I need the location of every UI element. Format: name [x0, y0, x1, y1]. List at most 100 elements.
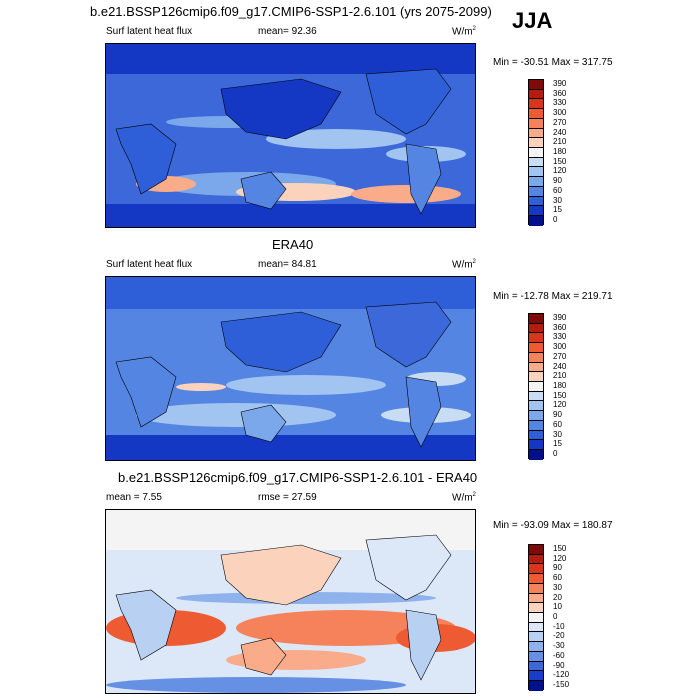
panel1-colorbar-tick-label: 30: [553, 195, 562, 205]
panel2-title: ERA40: [272, 237, 314, 252]
panel3-colorbar-box: [529, 681, 543, 691]
panel3-map-svg: [106, 510, 475, 693]
panel3-colorbar-box: [529, 545, 543, 555]
panel1-title: b.e21.BSSP126cmip6.f09_g17.CMIP6-SSP1-2.…: [90, 4, 492, 19]
panel2-colorbar-box: [529, 450, 543, 460]
panel1-units-base: W/m: [452, 26, 473, 38]
panel3-colorbar: [528, 544, 544, 691]
panel2-colorbar-box: [529, 411, 543, 421]
panel1-map: [105, 43, 476, 228]
panel1-colorbar-box: [529, 216, 543, 226]
panel2-colorbar-tick-label: 60: [553, 419, 562, 429]
panel2-colorbar-tick-label: 390: [553, 312, 567, 322]
panel1-variable: Surf latent heat flux: [106, 26, 193, 37]
panel3-colorbar-tick-label: 10: [553, 602, 562, 612]
panel1-colorbar-box: [529, 89, 543, 100]
panel2-colorbar-box: [529, 401, 543, 412]
panel3-colorbar-box: [529, 564, 543, 575]
panel1-colorbar-tick-label: 0: [553, 215, 558, 225]
panel2-colorbar-tick-label: 0: [553, 449, 558, 459]
panel1-colorbar-box: [529, 118, 543, 129]
panel1-colorbar-tick-label: 150: [553, 156, 567, 166]
panel2-colorbar-tick-label: 180: [553, 381, 567, 390]
panel3-colorbar-box: [529, 642, 543, 652]
panel1-colorbar-box: [529, 157, 543, 168]
panel1-colorbar-box: [529, 138, 543, 149]
panel3-colorbar-tick-label: -30: [553, 641, 565, 651]
panel3-colorbar-box: [529, 554, 543, 565]
panel1-colorbar-tick-label: 300: [553, 108, 567, 118]
panel1-colorbar-tick-label: 180: [553, 147, 567, 156]
panel2-units-base: W/m: [452, 259, 473, 271]
panel3-title: b.e21.BSSP126cmip6.f09_g17.CMIP6-SSP1-2.…: [118, 470, 478, 485]
panel1-colorbar-box: [529, 206, 543, 217]
panel1-colorbar-box: [529, 186, 543, 197]
panel1-colorbar-tick-label: 90: [553, 176, 562, 186]
panel1-colorbar-box: [529, 128, 543, 139]
panel1-colorbar-tick-label: 60: [553, 185, 562, 195]
panel1-colorbar-tick-label: 360: [553, 88, 567, 98]
panel1-mean: mean= 92.36: [258, 26, 317, 37]
panel2-map-svg: [106, 277, 475, 460]
panel3-colorbar-box: [529, 661, 543, 672]
panel3-units: W/m2: [452, 492, 476, 503]
panel2-colorbar-tick-label: 300: [553, 342, 567, 352]
panel3-colorbar-tick-label: 60: [553, 573, 562, 583]
panel2-colorbar-tick-label: 330: [553, 332, 567, 342]
panel2-colorbar-tick-label: 15: [553, 439, 562, 449]
panel1-colorbar-tick-label: 15: [553, 205, 562, 215]
panel3-colorbar-box: [529, 671, 543, 682]
panel1-colorbar-box: [529, 109, 543, 119]
panel3-colorbar-tick-label: -60: [553, 650, 565, 660]
panel2-map: [105, 276, 476, 461]
panel1-units-sup: 2: [472, 26, 476, 32]
panel3-colorbar-box: [529, 632, 543, 643]
panel3-colorbar-tick-label: 30: [553, 582, 562, 592]
panel3-colorbar-box: [529, 574, 543, 584]
panel1-colorbar-box: [529, 177, 543, 187]
panel2-colorbar-box: [529, 391, 543, 402]
panel3-units-base: W/m: [452, 492, 473, 504]
panel2-colorbar-box: [529, 362, 543, 373]
panel3-colorbar-box: [529, 583, 543, 594]
panel2-colorbar-box: [529, 343, 543, 353]
panel1-colorbar-box: [529, 80, 543, 90]
panel3-colorbar-box: [529, 622, 543, 633]
panel3-colorbar-tick-label: -20: [553, 631, 565, 641]
panel1-colorbar-tick-label: 120: [553, 166, 567, 176]
panel2-variable: Surf latent heat flux: [106, 259, 193, 270]
panel3-minmax: Min = -93.09 Max = 180.87: [493, 520, 613, 531]
panel1-colorbar-tick-label: 210: [553, 137, 567, 147]
panel3-colorbar-tick-label: 90: [553, 563, 562, 573]
panel3-colorbar-tick-label: 20: [553, 592, 562, 602]
panel3-colorbar-tick-label: -120: [553, 670, 570, 680]
panel3-units-sup: 2: [472, 492, 476, 498]
panel2-colorbar-tick-label: 210: [553, 371, 567, 381]
panel2-colorbar: [528, 313, 544, 460]
panel2-colorbar-tick-label: 30: [553, 429, 562, 439]
panel1-colorbar-tick-label: 390: [553, 78, 567, 88]
panel3-colorbar-tick-label: -90: [553, 660, 565, 670]
panel3-colorbar-tick-label: 0: [553, 612, 558, 621]
panel3-colorbar-box: [529, 651, 543, 662]
panel1-colorbar-tick-label: 240: [553, 127, 567, 137]
panel2-colorbar-tick-label: 120: [553, 400, 567, 410]
panel1-colorbar-tick-label: 270: [553, 117, 567, 127]
season-label: JJA: [512, 8, 553, 33]
panel3-colorbar-tick-label: 150: [553, 543, 567, 553]
panel1-units: W/m2: [452, 26, 476, 37]
panel2-colorbar-box: [529, 430, 543, 441]
panel3-colorbar-box: [529, 593, 543, 604]
panel2-minmax: Min = -12.78 Max = 219.71: [493, 291, 613, 302]
panel1-colorbar-tick-label: 330: [553, 98, 567, 108]
panel3-map: [105, 509, 476, 694]
panel1-minmax: Min = -30.51 Max = 317.75: [493, 57, 613, 68]
panel2-colorbar-box: [529, 382, 543, 392]
panel2-units-sup: 2: [472, 259, 476, 265]
panel1-colorbar-box: [529, 148, 543, 158]
panel1-colorbar-box: [529, 196, 543, 207]
panel3-colorbar-box: [529, 603, 543, 614]
panel2-units: W/m2: [452, 259, 476, 270]
panel2-colorbar-box: [529, 420, 543, 431]
panel3-colorbar-tick-label: -150: [553, 680, 570, 690]
